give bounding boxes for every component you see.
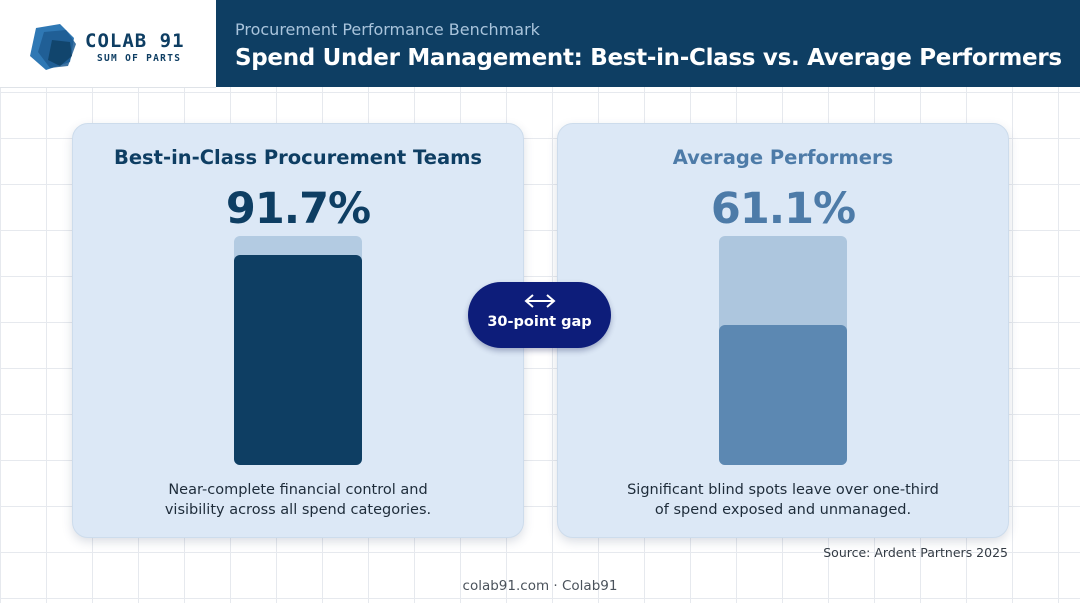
bar-container: [234, 236, 362, 465]
gap-label: 30-point gap: [487, 314, 592, 330]
source-note: Source: Ardent Partners 2025: [823, 545, 1008, 560]
double-arrow-icon: [523, 294, 556, 308]
bar-best-in-class: [234, 255, 362, 465]
description-line: Near-complete financial control and: [168, 482, 428, 498]
description-line: visibility across all spend categories.: [164, 502, 432, 518]
panel-title: Average Performers: [672, 146, 894, 169]
header-titles: Procurement Performance Benchmark Spend …: [235, 20, 1062, 72]
logo: COLAB 91 SUM OF PARTS: [0, 0, 216, 88]
header-bar: COLAB 91 SUM OF PARTS Procurement Perfor…: [0, 0, 1080, 88]
panel-title: Best-in-Class Procurement Teams: [113, 146, 483, 169]
gap-annotation: 30-point gap: [468, 282, 611, 348]
panel-average: Average Performers 61.1% Significant bli…: [557, 123, 1009, 538]
brand-tagline: SUM OF PARTS: [97, 53, 182, 64]
chart-subtitle: Procurement Performance Benchmark: [235, 20, 540, 39]
brand-name: COLAB 91: [85, 30, 185, 52]
data-label: 61.1%: [710, 184, 856, 234]
data-label: 91.7%: [225, 184, 371, 234]
description-line: of spend exposed and unmanaged.: [654, 502, 912, 518]
colab91-logo-icon: [30, 24, 76, 70]
footer-text: colab91.com · Colab91: [462, 578, 618, 594]
bar-container: [719, 236, 847, 465]
panel-best-in-class: Best-in-Class Procurement Teams 91.7% Ne…: [72, 123, 524, 538]
chart-title: Spend Under Management: Best-in-Class vs…: [235, 45, 1062, 71]
panel-description: Significant blind spots leave over one-t…: [558, 480, 1008, 520]
bar-average: [719, 325, 847, 465]
panel-description: Near-complete financial control and visi…: [73, 480, 523, 520]
description-line: Significant blind spots leave over one-t…: [627, 482, 939, 498]
